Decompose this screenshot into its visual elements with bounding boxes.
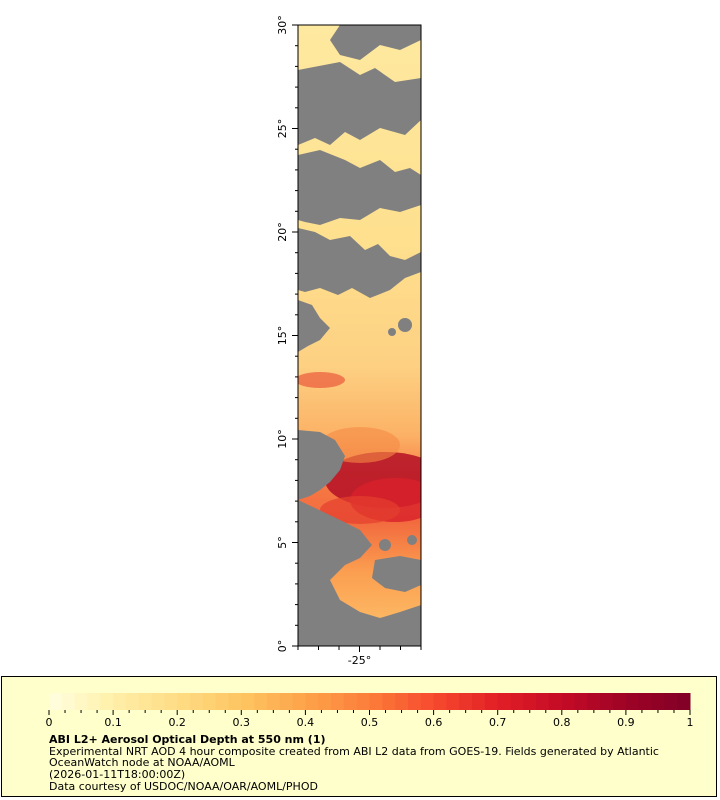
colorbar-swatch [254, 693, 268, 710]
colorbar-swatch [651, 693, 665, 710]
lat-tick-label: 25° [276, 119, 289, 139]
colorbar-swatch [125, 693, 140, 710]
colorbar-swatch [151, 693, 165, 710]
colorbar-tick-label: 0 [46, 716, 53, 729]
aod-map: 0° 5° 10° 15° 20° 25° 30° -25° [276, 15, 422, 667]
colorbar-swatch [613, 693, 627, 710]
colorbar-swatch [266, 693, 281, 710]
colorbar-swatch [548, 693, 563, 710]
colorbar-swatch [510, 693, 524, 710]
colorbar-swatch [472, 693, 486, 710]
colorbar-swatch [638, 693, 653, 710]
colorbar-swatch [87, 693, 101, 710]
colorbar-tick-label: 0.9 [617, 716, 635, 729]
colorbar-swatch [343, 693, 358, 710]
colorbar-swatch [331, 693, 345, 710]
legend-panel: 0 0.1 0.2 0.3 0.4 0.5 0.6 0.7 0.8 0.9 1 ABI L2+ Ae… [1, 676, 717, 797]
colorbar-swatch [382, 693, 396, 710]
legend-time: (2026-01-11T18:00:00Z) [49, 768, 186, 781]
lat-tick-label: 20° [276, 222, 289, 242]
colorbar-tick-label: 0.3 [233, 716, 251, 729]
colorbar-tick-label: 0.6 [425, 716, 443, 729]
colorbar-swatch [523, 693, 537, 710]
legend-credit: Data courtesy of USDOC/NOAA/OAR/AOML/PHO… [49, 780, 318, 793]
lat-tick-label: 15° [276, 326, 289, 346]
colorbar-swatch [497, 693, 512, 710]
colorbar-swatch [536, 693, 550, 710]
colorbar-tick-label: 0.5 [361, 716, 379, 729]
colorbar-swatch [420, 693, 435, 710]
longitude-axis: -25° [297, 646, 422, 667]
colorbar-swatch [113, 693, 127, 710]
colorbar-swatch [228, 693, 242, 710]
colorbar-tick-label: 0.2 [168, 716, 186, 729]
colorbar-swatch [484, 693, 499, 710]
aod-colorbar: 0 0.1 0.2 0.3 0.4 0.5 0.6 0.7 0.8 0.9 1 [46, 693, 694, 729]
colorbar-swatch [625, 693, 640, 710]
colorbar-swatch [100, 693, 114, 710]
lat-tick-label: 0° [276, 640, 289, 653]
colorbar-swatch [177, 693, 191, 710]
colorbar-swatch [459, 693, 473, 710]
colorbar-swatch [587, 693, 601, 710]
colorbar-swatch [356, 693, 370, 710]
high-aod-plume [298, 372, 421, 524]
colorbar-swatch [446, 693, 460, 710]
colorbar-tick-label: 0.4 [297, 716, 315, 729]
map-area [298, 25, 421, 646]
lat-tick-label: 5° [276, 536, 289, 549]
colorbar-swatch [561, 693, 576, 710]
colorbar-swatch [677, 693, 691, 710]
colorbar-swatch [279, 693, 294, 710]
colorbar-swatch [433, 693, 447, 710]
colorbar-swatch [138, 693, 153, 710]
colorbar-swatch [395, 693, 409, 710]
colorbar-swatch [574, 693, 588, 710]
lon-tick-label: -25° [348, 654, 371, 667]
lat-tick-label: 10° [276, 429, 289, 449]
colorbar-swatch [600, 693, 614, 710]
legend-title: ABI L2+ Aerosol Optical Depth at 550 nm … [49, 733, 326, 746]
nodata-areas [298, 25, 421, 646]
legend-description: Experimental NRT AOD 4 hour composite cr… [49, 745, 659, 769]
colorbar-swatch [369, 693, 383, 710]
latitude-axis: 0° 5° 10° 15° 20° 25° 30° [276, 15, 298, 652]
colorbar-swatch [305, 693, 319, 710]
lat-tick-label: 30° [276, 15, 289, 35]
colorbar-swatch [202, 693, 217, 710]
colorbar-swatch [74, 693, 88, 710]
colorbar-swatch [241, 693, 255, 710]
colorbar-swatch [292, 693, 306, 710]
colorbar-swatch [215, 693, 229, 710]
colorbar-swatch [664, 693, 678, 710]
colorbar-swatch [190, 693, 204, 710]
colorbar-tick-label: 1 [687, 716, 694, 729]
colorbar-tick-label: 0.7 [489, 716, 507, 729]
colorbar-swatch [49, 693, 63, 710]
colorbar-swatch [164, 693, 178, 710]
colorbar-tick-label: 0.8 [553, 716, 571, 729]
colorbar-swatch [61, 693, 76, 710]
colorbar-tick-label: 0.1 [104, 716, 122, 729]
colorbar-swatch [318, 693, 332, 710]
colorbar-swatch [407, 693, 422, 710]
